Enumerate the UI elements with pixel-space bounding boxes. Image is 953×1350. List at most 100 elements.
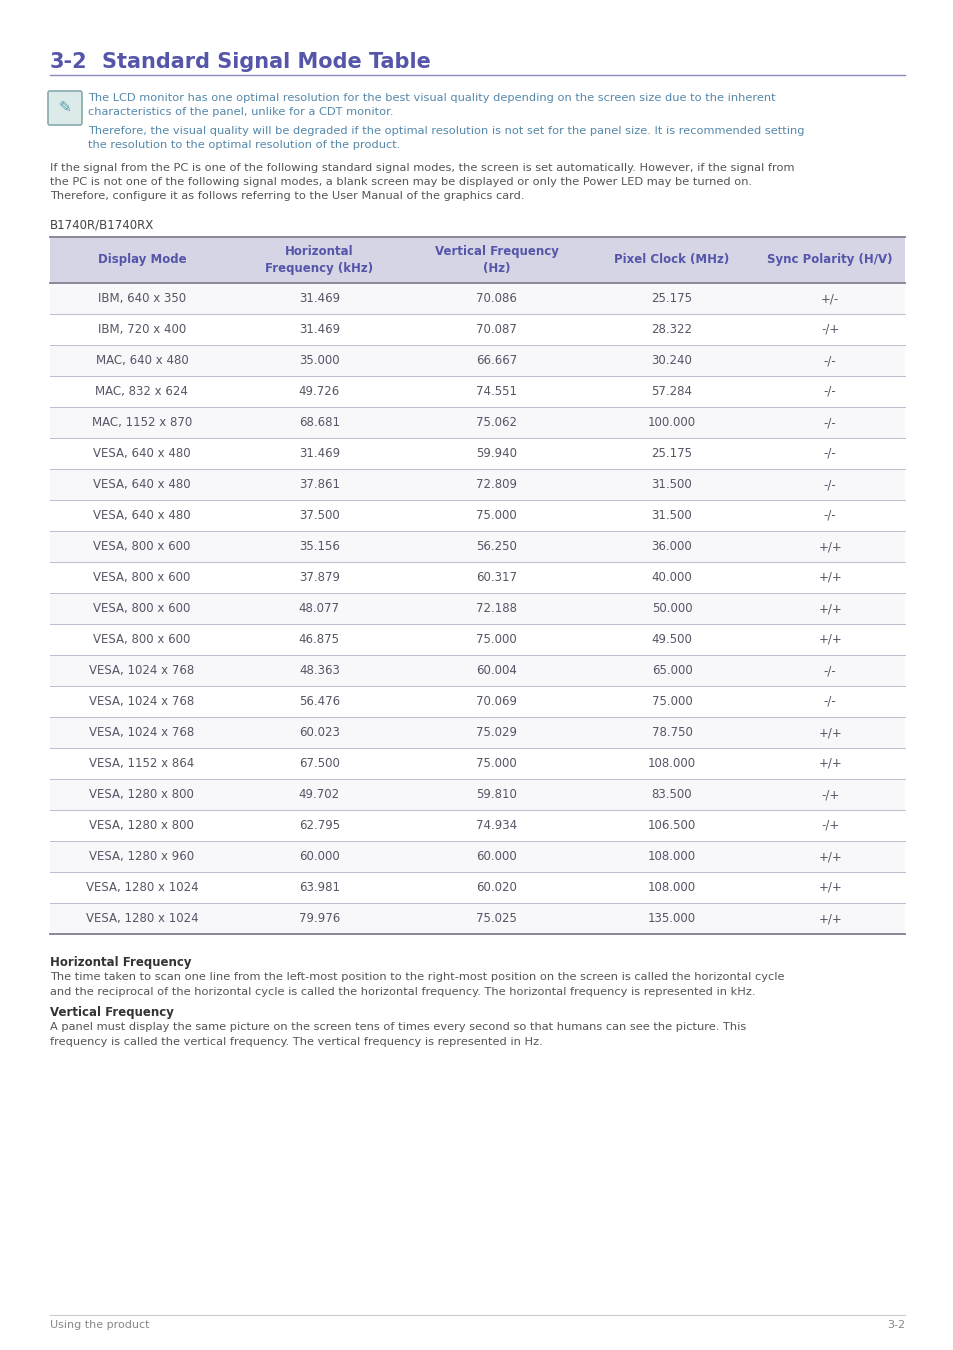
Text: +/+: +/+ bbox=[818, 726, 841, 738]
Text: 75.000: 75.000 bbox=[651, 695, 692, 707]
Text: 60.020: 60.020 bbox=[476, 882, 517, 894]
Text: The time taken to scan one line from the left-most position to the right-most po: The time taken to scan one line from the… bbox=[50, 972, 783, 996]
Text: 70.069: 70.069 bbox=[476, 695, 517, 707]
Bar bbox=[50, 841, 904, 872]
Text: A panel must display the same picture on the screen tens of times every second s: A panel must display the same picture on… bbox=[50, 1022, 745, 1046]
Text: characteristics of the panel, unlike for a CDT monitor.: characteristics of the panel, unlike for… bbox=[88, 107, 393, 117]
Text: 60.317: 60.317 bbox=[476, 571, 517, 585]
Text: -/-: -/- bbox=[823, 354, 836, 367]
Text: VESA, 1152 x 864: VESA, 1152 x 864 bbox=[90, 757, 194, 769]
Text: VESA, 1280 x 800: VESA, 1280 x 800 bbox=[90, 788, 194, 801]
Bar bbox=[50, 437, 904, 468]
Text: +/+: +/+ bbox=[818, 602, 841, 616]
Text: -/-: -/- bbox=[823, 447, 836, 460]
Text: Using the product: Using the product bbox=[50, 1320, 150, 1330]
Text: Horizontal
Frequency (kHz): Horizontal Frequency (kHz) bbox=[265, 246, 373, 275]
Text: Vertical Frequency: Vertical Frequency bbox=[50, 1006, 173, 1019]
Text: 31.500: 31.500 bbox=[651, 478, 692, 491]
Text: 40.000: 40.000 bbox=[651, 571, 692, 585]
Text: Therefore, the visual quality will be degraded if the optimal resolution is not : Therefore, the visual quality will be de… bbox=[88, 126, 803, 136]
Bar bbox=[50, 717, 904, 748]
Text: 36.000: 36.000 bbox=[651, 540, 692, 553]
Text: Display Mode: Display Mode bbox=[97, 254, 186, 266]
Text: 108.000: 108.000 bbox=[647, 757, 696, 769]
Text: 37.500: 37.500 bbox=[298, 509, 339, 522]
Text: MAC, 832 x 624: MAC, 832 x 624 bbox=[95, 385, 188, 398]
Text: 72.809: 72.809 bbox=[476, 478, 517, 491]
Bar bbox=[50, 562, 904, 593]
Text: 78.750: 78.750 bbox=[651, 726, 692, 738]
Bar bbox=[50, 686, 904, 717]
Text: Pixel Clock (MHz): Pixel Clock (MHz) bbox=[614, 254, 729, 266]
Text: VESA, 800 x 600: VESA, 800 x 600 bbox=[93, 602, 191, 616]
Text: +/+: +/+ bbox=[818, 850, 841, 863]
Text: 75.000: 75.000 bbox=[476, 633, 517, 647]
Text: 60.023: 60.023 bbox=[298, 726, 339, 738]
Text: 56.250: 56.250 bbox=[476, 540, 517, 553]
Text: Sync Polarity (H/V): Sync Polarity (H/V) bbox=[766, 254, 892, 266]
Text: VESA, 800 x 600: VESA, 800 x 600 bbox=[93, 633, 191, 647]
Text: 31.500: 31.500 bbox=[651, 509, 692, 522]
Text: 37.861: 37.861 bbox=[298, 478, 339, 491]
Text: Standard Signal Mode Table: Standard Signal Mode Table bbox=[102, 53, 431, 72]
Text: 31.469: 31.469 bbox=[298, 447, 339, 460]
Bar bbox=[50, 346, 904, 377]
Text: If the signal from the PC is one of the following standard signal modes, the scr: If the signal from the PC is one of the … bbox=[50, 163, 794, 173]
Text: 62.795: 62.795 bbox=[298, 819, 339, 832]
Text: 74.551: 74.551 bbox=[476, 385, 517, 398]
Text: 48.077: 48.077 bbox=[298, 602, 339, 616]
Text: 35.000: 35.000 bbox=[298, 354, 339, 367]
Text: +/+: +/+ bbox=[818, 633, 841, 647]
Text: 83.500: 83.500 bbox=[651, 788, 692, 801]
Text: 108.000: 108.000 bbox=[647, 882, 696, 894]
Text: VESA, 800 x 600: VESA, 800 x 600 bbox=[93, 571, 191, 585]
Text: VESA, 1024 x 768: VESA, 1024 x 768 bbox=[90, 664, 194, 676]
Bar bbox=[50, 315, 904, 346]
Text: MAC, 640 x 480: MAC, 640 x 480 bbox=[95, 354, 188, 367]
Text: 63.981: 63.981 bbox=[298, 882, 339, 894]
Text: 75.062: 75.062 bbox=[476, 416, 517, 429]
Text: the resolution to the optimal resolution of the product.: the resolution to the optimal resolution… bbox=[88, 140, 400, 150]
Text: The LCD monitor has one optimal resolution for the best visual quality depending: The LCD monitor has one optimal resoluti… bbox=[88, 93, 775, 103]
Text: 75.000: 75.000 bbox=[476, 757, 517, 769]
Bar bbox=[50, 779, 904, 810]
Text: 49.702: 49.702 bbox=[298, 788, 339, 801]
Text: MAC, 1152 x 870: MAC, 1152 x 870 bbox=[91, 416, 192, 429]
Text: Vertical Frequency
(Hz): Vertical Frequency (Hz) bbox=[435, 246, 558, 275]
Text: 106.500: 106.500 bbox=[647, 819, 696, 832]
Bar bbox=[50, 284, 904, 315]
Text: 70.086: 70.086 bbox=[476, 292, 517, 305]
Text: -/+: -/+ bbox=[821, 323, 839, 336]
Bar bbox=[50, 810, 904, 841]
Text: 70.087: 70.087 bbox=[476, 323, 517, 336]
Text: 75.000: 75.000 bbox=[476, 509, 517, 522]
Text: 46.875: 46.875 bbox=[298, 633, 339, 647]
Text: Therefore, configure it as follows referring to the User Manual of the graphics : Therefore, configure it as follows refer… bbox=[50, 190, 524, 201]
Bar bbox=[50, 531, 904, 562]
Text: 60.004: 60.004 bbox=[476, 664, 517, 676]
Text: VESA, 1280 x 960: VESA, 1280 x 960 bbox=[90, 850, 194, 863]
Text: 66.667: 66.667 bbox=[476, 354, 517, 367]
Text: VESA, 1280 x 1024: VESA, 1280 x 1024 bbox=[86, 913, 198, 925]
Text: 72.188: 72.188 bbox=[476, 602, 517, 616]
Text: the PC is not one of the following signal modes, a blank screen may be displayed: the PC is not one of the following signa… bbox=[50, 177, 751, 188]
Text: 30.240: 30.240 bbox=[651, 354, 692, 367]
Text: ✎: ✎ bbox=[58, 100, 71, 116]
Text: +/-: +/- bbox=[821, 292, 839, 305]
Text: +/+: +/+ bbox=[818, 913, 841, 925]
Text: 60.000: 60.000 bbox=[476, 850, 517, 863]
Text: -/-: -/- bbox=[823, 478, 836, 491]
Text: IBM, 640 x 350: IBM, 640 x 350 bbox=[98, 292, 186, 305]
Text: -/+: -/+ bbox=[821, 819, 839, 832]
Text: 49.726: 49.726 bbox=[298, 385, 339, 398]
Text: 48.363: 48.363 bbox=[298, 664, 339, 676]
Text: 57.284: 57.284 bbox=[651, 385, 692, 398]
Text: VESA, 800 x 600: VESA, 800 x 600 bbox=[93, 540, 191, 553]
Text: VESA, 1280 x 1024: VESA, 1280 x 1024 bbox=[86, 882, 198, 894]
Bar bbox=[50, 406, 904, 437]
Text: 75.025: 75.025 bbox=[476, 913, 517, 925]
Text: 56.476: 56.476 bbox=[298, 695, 339, 707]
Text: +/+: +/+ bbox=[818, 571, 841, 585]
FancyBboxPatch shape bbox=[48, 90, 82, 126]
Text: -/-: -/- bbox=[823, 416, 836, 429]
